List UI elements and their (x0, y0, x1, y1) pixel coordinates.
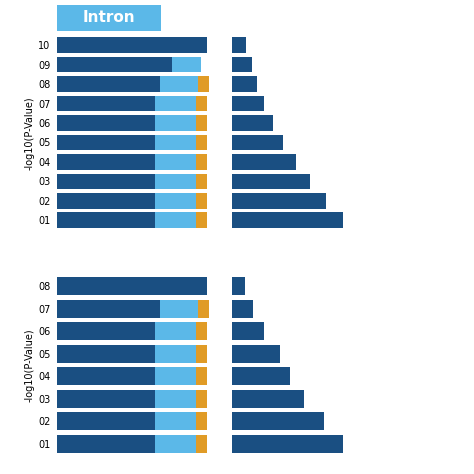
Bar (57, 345, 155, 363)
Bar (232, 115, 273, 131)
Bar (232, 193, 326, 209)
Bar (196, 212, 207, 228)
Bar (57, 390, 155, 408)
Bar (57, 322, 155, 340)
Bar (232, 435, 343, 453)
Bar (232, 173, 310, 189)
Bar (232, 57, 252, 73)
Bar (232, 390, 304, 408)
Bar (57, 212, 155, 228)
Bar (57, 435, 155, 453)
Bar (57, 76, 160, 92)
Bar (57, 173, 155, 189)
Bar (57, 277, 207, 295)
Bar (196, 435, 207, 453)
Bar (57, 96, 155, 111)
Bar (196, 173, 207, 189)
Text: Intron: Intron (82, 10, 136, 25)
Bar (232, 154, 296, 170)
Bar (57, 412, 155, 430)
Bar (155, 154, 196, 170)
Bar (155, 412, 196, 430)
Bar (232, 212, 343, 228)
Bar (196, 115, 207, 131)
Bar (155, 193, 196, 209)
Bar (196, 390, 207, 408)
Bar (232, 76, 257, 92)
Bar (57, 57, 172, 73)
Bar (196, 96, 207, 111)
Bar (196, 135, 207, 150)
Bar (232, 412, 324, 430)
Bar (155, 390, 196, 408)
Bar (232, 322, 264, 340)
Y-axis label: -log10(P-Value): -log10(P-Value) (24, 96, 34, 170)
Bar (155, 135, 196, 150)
Bar (232, 135, 283, 150)
Bar (57, 135, 155, 150)
Bar (232, 277, 245, 295)
Bar (155, 115, 196, 131)
Bar (57, 115, 155, 131)
Bar (196, 322, 207, 340)
Bar (196, 193, 207, 209)
Bar (172, 57, 201, 73)
Bar (160, 300, 198, 318)
Bar (57, 154, 155, 170)
Bar (155, 367, 196, 385)
Bar (57, 193, 155, 209)
Bar (155, 345, 196, 363)
Bar (155, 96, 196, 111)
Y-axis label: -log10(P-Value): -log10(P-Value) (24, 328, 34, 402)
Bar (57, 300, 160, 318)
Bar (196, 367, 207, 385)
Bar (196, 154, 207, 170)
Bar (196, 412, 207, 430)
Bar (57, 37, 207, 53)
Bar (232, 367, 291, 385)
Bar (198, 76, 209, 92)
Bar (160, 76, 198, 92)
Bar (232, 96, 264, 111)
Bar (232, 345, 280, 363)
Bar (155, 435, 196, 453)
Bar (198, 300, 209, 318)
Bar (155, 173, 196, 189)
Bar (155, 322, 196, 340)
Bar (155, 212, 196, 228)
Bar (57, 367, 155, 385)
Bar (232, 37, 246, 53)
Bar (232, 300, 254, 318)
Bar (196, 345, 207, 363)
